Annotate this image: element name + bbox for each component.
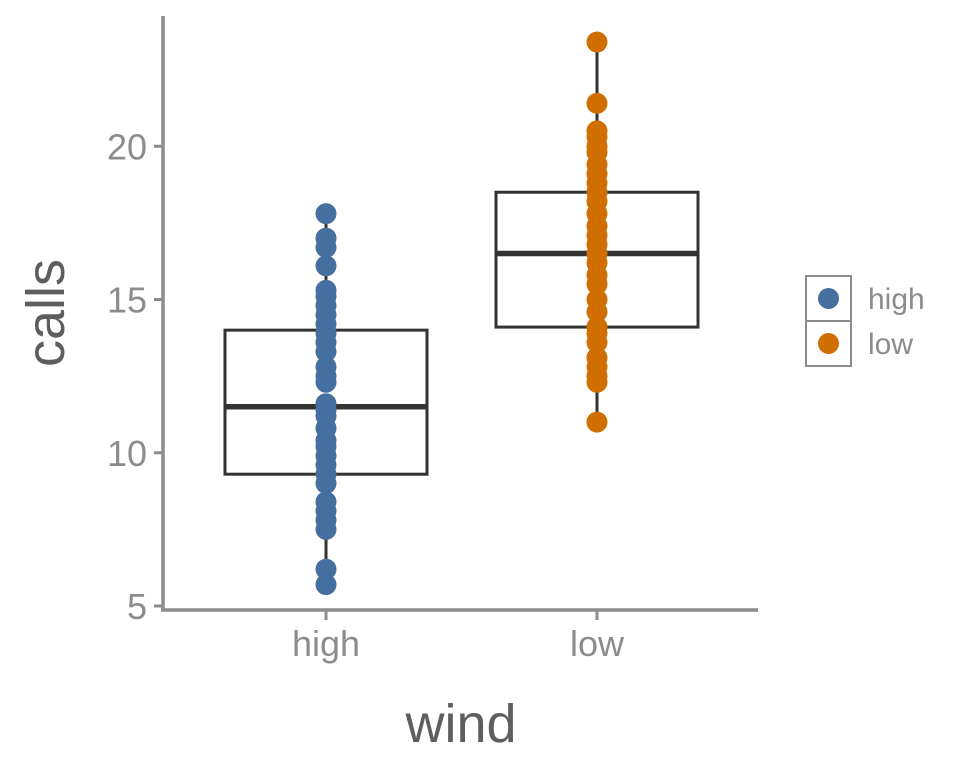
data-point-low — [586, 92, 608, 114]
data-point-high — [315, 491, 337, 513]
x-tick-label: high — [292, 623, 360, 664]
y-tick-label: 15 — [107, 280, 147, 321]
legend-key-box — [805, 320, 852, 367]
y-ticks: 5 10 15 20 — [107, 126, 163, 627]
data-point-low — [586, 411, 608, 433]
data-point-high — [315, 356, 337, 378]
data-point-high — [315, 558, 337, 580]
data-point-low — [586, 31, 608, 53]
data-point-low — [586, 316, 608, 338]
data-point-low — [586, 347, 608, 369]
boxes-layer — [223, 42, 700, 585]
data-point-high — [315, 574, 337, 596]
y-tick-label: 5 — [127, 586, 147, 627]
legend-label-high: high — [868, 283, 925, 316]
data-point-high — [315, 255, 337, 277]
legend-key-low — [818, 333, 839, 354]
legend-key-high — [818, 288, 839, 309]
data-point-high — [315, 393, 337, 415]
data-point-high — [315, 203, 337, 225]
data-point-low — [586, 289, 608, 310]
axes-layer — [161, 16, 758, 612]
legend-label-low: low — [868, 328, 913, 361]
x-tick-label: low — [570, 623, 625, 664]
x-ticks: high low — [292, 610, 625, 664]
data-point-high — [315, 227, 337, 249]
data-point-high — [315, 279, 337, 301]
x-axis-title: wind — [404, 694, 516, 754]
legend: high low — [805, 275, 925, 367]
y-tick-label: 20 — [107, 126, 147, 167]
y-tick-label: 10 — [107, 433, 147, 474]
data-point-low — [586, 120, 608, 142]
points-layer — [315, 31, 608, 596]
y-axis-title: calls — [16, 259, 76, 367]
